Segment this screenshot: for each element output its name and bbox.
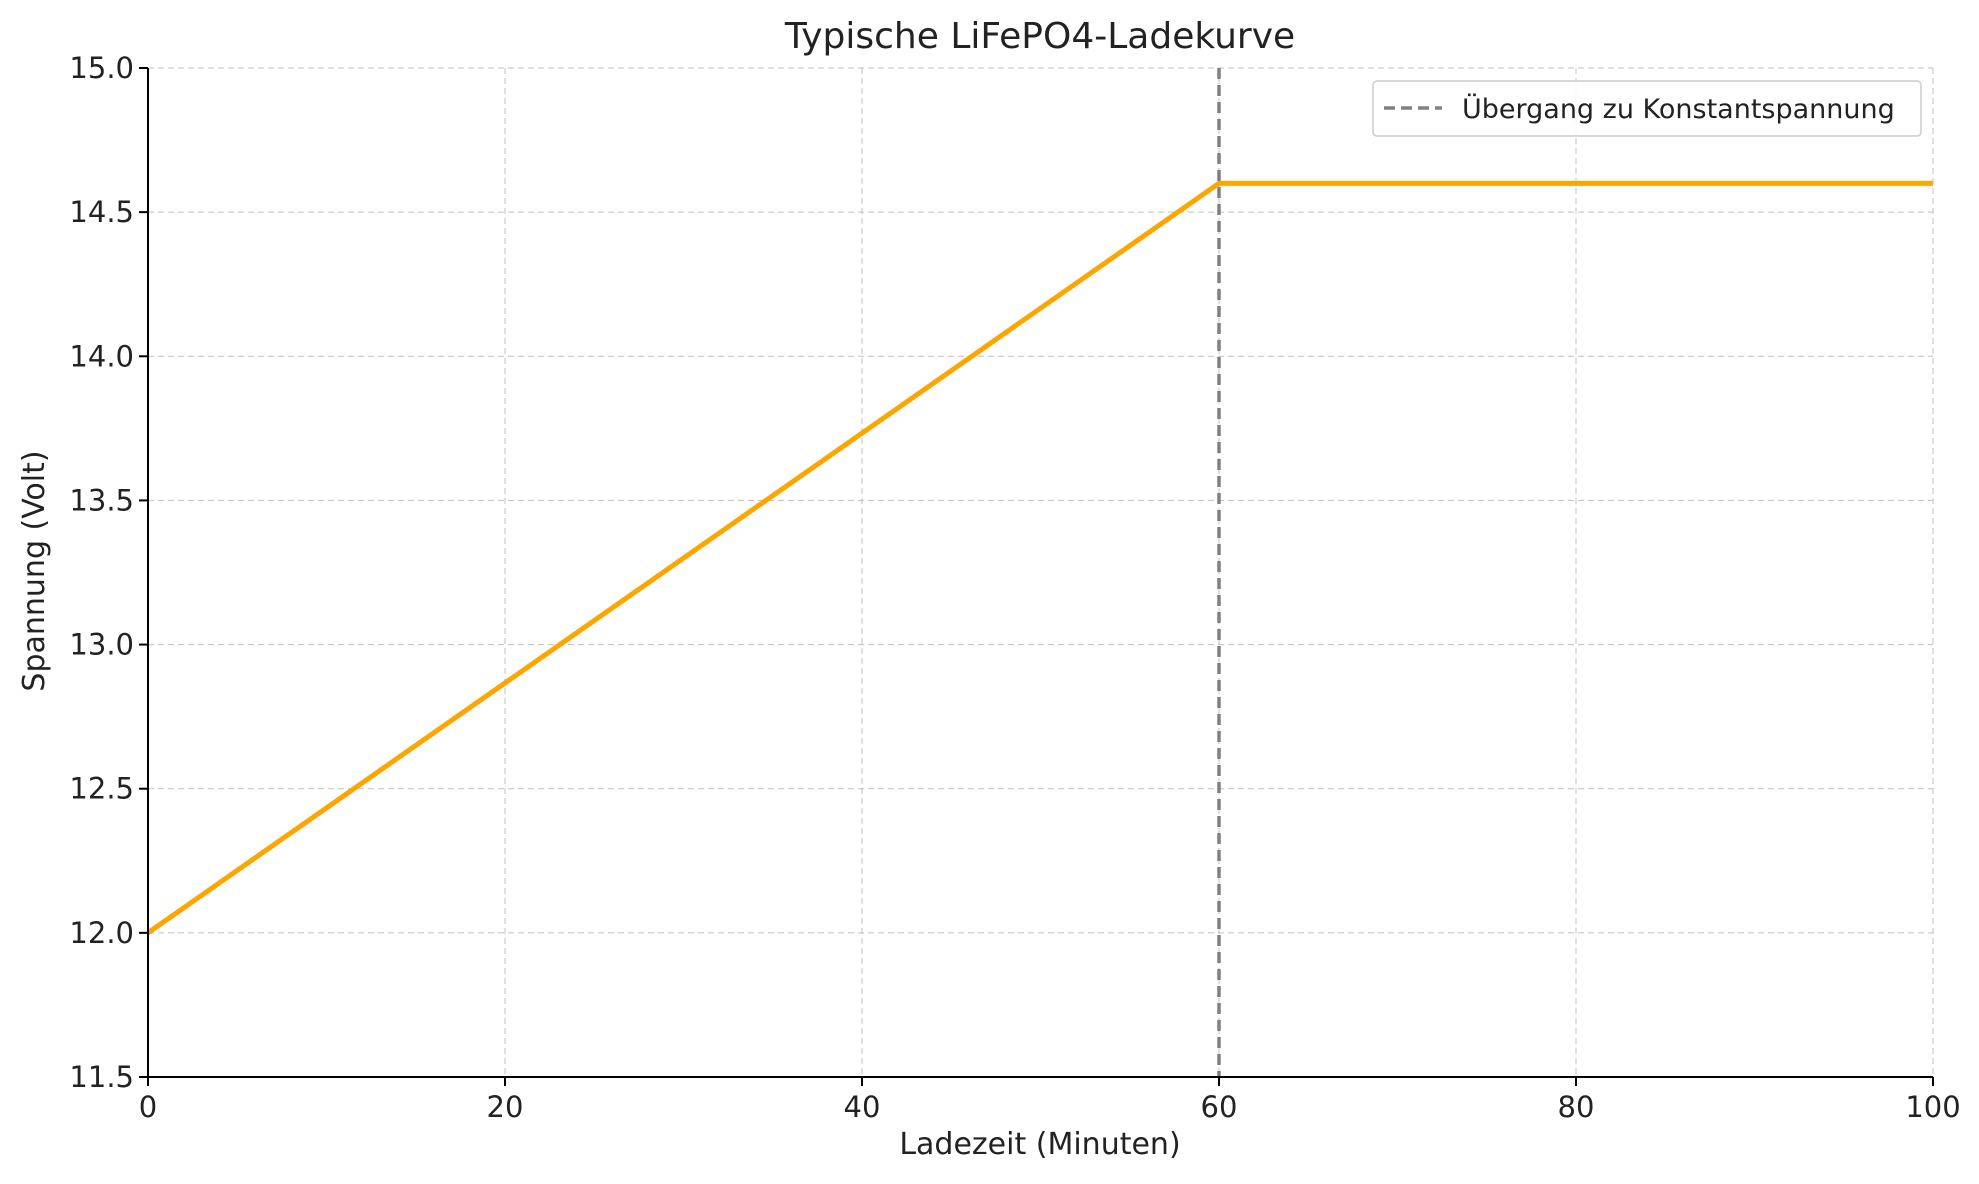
y-tick-label: 12.0 <box>69 916 134 950</box>
axes <box>139 67 1934 1086</box>
x-tick-label: 60 <box>1201 1090 1238 1124</box>
series-layer <box>146 180 1933 935</box>
y-tick-label: 13.5 <box>69 483 134 517</box>
y-tick-label: 14.5 <box>69 195 134 229</box>
x-tick-label: 40 <box>844 1090 881 1124</box>
y-tick-label: 12.5 <box>69 772 134 806</box>
chart-title: Typische LiFePO4-Ladekurve <box>784 16 1295 57</box>
x-axis-label: Ladezeit (Minuten) <box>899 1127 1180 1162</box>
y-tick-label: 13.0 <box>69 628 134 662</box>
legend: Übergang zu Konstantspannung <box>1372 80 1922 137</box>
y-axis-label: Spannung (Volt) <box>17 450 52 691</box>
y-tick-label: 14.0 <box>69 339 134 373</box>
tick-labels: 0 20 40 60 80 100 11.5 12.0 12.5 13.0 13.5 14.0 14.5… <box>69 51 1960 1124</box>
grid <box>147 67 1934 1078</box>
legend-box <box>1372 80 1922 137</box>
x-tick-label: 100 <box>1905 1090 1960 1124</box>
x-tick-label: 0 <box>139 1090 157 1124</box>
y-tick-label: 11.5 <box>69 1060 134 1094</box>
charge-voltage-line <box>146 180 1933 935</box>
legend-label: Übergang zu Konstantspannung <box>1462 93 1895 125</box>
y-tick-label: 15.0 <box>69 51 134 85</box>
x-tick-label: 20 <box>487 1090 524 1124</box>
x-tick-label: 80 <box>1558 1090 1595 1124</box>
